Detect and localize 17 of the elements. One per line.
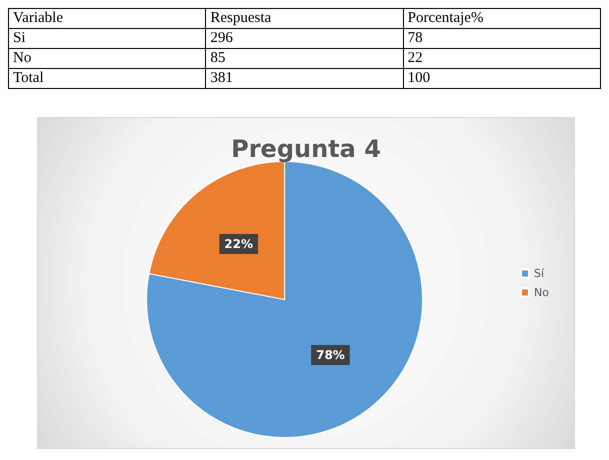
category-label: No [8, 48, 206, 68]
data-label: 296 [206, 28, 404, 48]
data-label: 78% [316, 348, 345, 362]
data-label: 22% [224, 237, 254, 252]
text: Variable [8, 8, 206, 28]
category-label: Total [8, 68, 206, 88]
category-label: Si [8, 28, 206, 48]
chart-title: Pregunta 4 [231, 135, 381, 163]
legend-label: Sí [534, 267, 546, 280]
legend-label: No [534, 286, 550, 299]
text: Porcentaje% [403, 8, 600, 28]
text: Respuesta [206, 8, 404, 28]
data-label: 78 [403, 28, 600, 48]
data-label: 381 [206, 68, 404, 88]
data-label: 85 [206, 48, 404, 68]
data-label: 100 [403, 68, 600, 88]
data-label: 22 [403, 48, 600, 68]
